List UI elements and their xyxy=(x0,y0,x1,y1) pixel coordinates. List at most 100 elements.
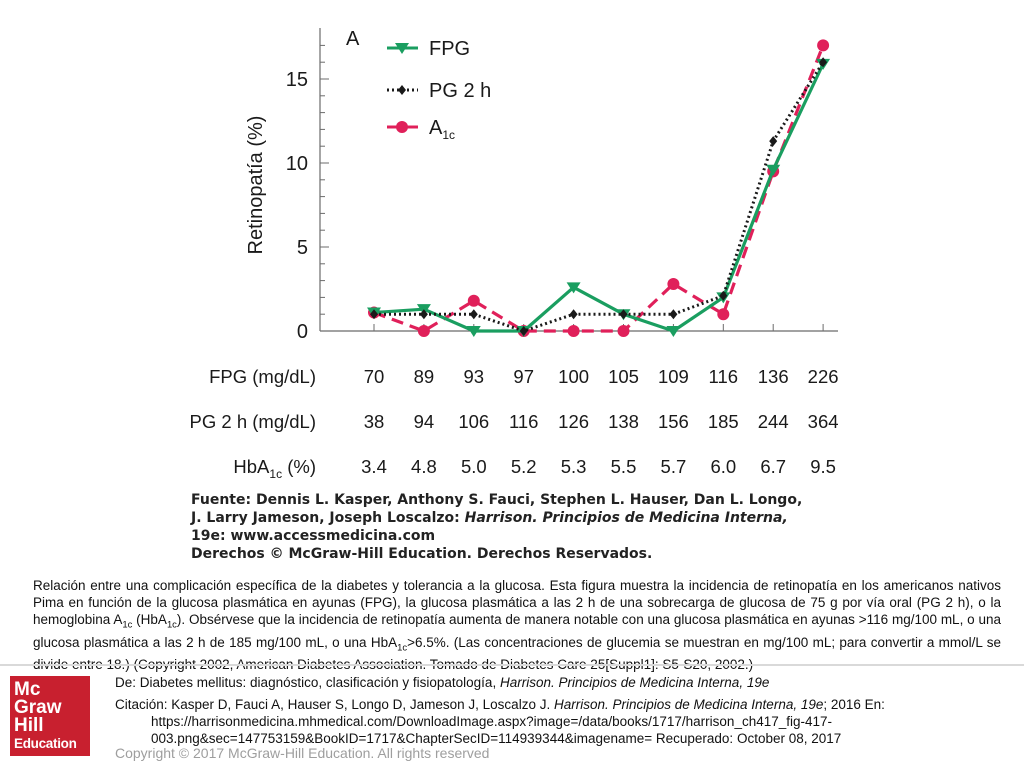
data-point xyxy=(417,325,430,337)
table-row-label: HbA1c (%) xyxy=(233,456,316,481)
y-tick-label: 0 xyxy=(297,321,308,343)
data-point xyxy=(419,309,428,320)
data-point xyxy=(567,325,580,337)
footer-url-2[interactable]: 003.png&sec=147753159&BookID=1717&Chapte… xyxy=(151,731,842,746)
series-line xyxy=(373,63,825,333)
data-point xyxy=(719,290,728,301)
divider xyxy=(0,664,1024,666)
panel-label: A xyxy=(346,28,360,50)
table-cell: 6.7 xyxy=(760,456,786,477)
data-point xyxy=(819,57,828,68)
source-book-title: Harrison. Principios de Medicina Interna… xyxy=(464,510,788,526)
data-point xyxy=(717,308,730,321)
data-point xyxy=(769,136,778,147)
footer-cit-title: Harrison. Principios de Medicina Interna… xyxy=(553,697,824,712)
legend-marker xyxy=(396,121,408,133)
table-cell: 93 xyxy=(464,366,485,387)
logo-line-4: Education xyxy=(14,736,77,751)
table-cell: 5.3 xyxy=(561,456,587,477)
table-cell: 97 xyxy=(513,366,534,387)
table-cell: 9.5 xyxy=(810,456,836,477)
source-line-4: Derechos © McGraw-Hill Education. Derech… xyxy=(191,546,653,562)
chart-axes: 0 5 10 15 Retinopatía (%) A xyxy=(245,28,838,343)
logo-line-3: Hill xyxy=(14,715,44,736)
data-point xyxy=(817,39,830,52)
table-cell: 3.4 xyxy=(361,456,387,477)
copyright-notice: Copyright © 2017 McGraw-Hill Education. … xyxy=(115,745,490,761)
caption-sub-3: 1c xyxy=(397,642,408,654)
table-cell: 5.2 xyxy=(511,456,537,477)
footer-cit-prefix: Citación: Kasper D, Fauci A, Hauser S, L… xyxy=(115,697,547,712)
data-point xyxy=(669,309,678,320)
chart-legend: FPG PG 2 h A1c xyxy=(387,38,491,142)
footer-citation: Citación: Kasper D, Fauci A, Hauser S, L… xyxy=(115,696,995,713)
data-point xyxy=(519,326,528,336)
data-point xyxy=(569,309,578,320)
chart-series xyxy=(367,39,831,337)
chart-data-table: FPG (mg/dL) 70 89 93 97 100 105 109 116 136 226 PG … xyxy=(190,366,839,481)
data-point xyxy=(667,277,680,290)
legend-label-sub: 1c xyxy=(442,128,455,142)
table-row-label: PG 2 h (mg/dL) xyxy=(190,411,316,432)
footer-de-title: Harrison. Principios de Medicina Interna… xyxy=(499,675,770,690)
table-cell: 156 xyxy=(658,411,689,432)
data-point xyxy=(467,294,480,307)
retinopathy-chart: 0 5 10 15 Retinopatía (%) A FPG PG 2 h A1c FPG … xyxy=(190,28,839,481)
data-point xyxy=(466,326,481,337)
series-1 xyxy=(370,57,828,336)
footer-de: De: Diabetes mellitus: diagnóstico, clas… xyxy=(115,674,995,691)
data-point xyxy=(666,326,681,337)
legend-marker xyxy=(395,43,409,54)
caption-sub-1: 1c xyxy=(122,619,133,631)
table-cell: 5.5 xyxy=(611,456,637,477)
y-axis-label: Retinopatía (%) xyxy=(245,116,267,255)
table-row-label-unit: (%) xyxy=(282,456,316,477)
legend-label: FPG xyxy=(429,38,470,60)
table-cell: 100 xyxy=(558,366,589,387)
table-cell: 244 xyxy=(758,411,789,432)
table-cell: 106 xyxy=(458,411,489,432)
y-tick-label: 5 xyxy=(297,237,308,259)
table-cell: 364 xyxy=(808,411,839,432)
table-cell: 5.7 xyxy=(661,456,687,477)
data-point xyxy=(617,325,630,337)
y-tick-label: 15 xyxy=(286,69,308,91)
legend-label: PG 2 h xyxy=(429,80,491,102)
footer-cit-suffix: ; 2016 En: xyxy=(823,697,885,712)
logo-line-1: Mc xyxy=(14,679,41,700)
footer-cit-dot: . xyxy=(546,697,554,712)
table-cell: 136 xyxy=(758,366,789,387)
data-point xyxy=(766,164,781,176)
table-cell: 89 xyxy=(414,366,435,387)
figure-caption: Relación entre una complicación específi… xyxy=(33,577,1001,673)
table-cell: 5.0 xyxy=(461,456,487,477)
caption-part-2: (HbA xyxy=(132,612,167,627)
legend-label: A1c xyxy=(429,117,455,142)
figure-source: Fuente: Dennis L. Kasper, Anthony S. Fau… xyxy=(191,491,831,563)
data-point xyxy=(566,282,581,294)
caption-sub-2: 1c xyxy=(166,619,177,631)
table-cell: 226 xyxy=(808,366,839,387)
logo-line-2: Graw xyxy=(14,697,62,718)
source-authors: J. Larry Jameson, Joseph Loscalzo: xyxy=(191,510,465,526)
table-row-label: FPG (mg/dL) xyxy=(209,366,316,387)
table-cell: 138 xyxy=(608,411,639,432)
data-point xyxy=(469,309,478,320)
mcgraw-hill-logo: Mc Graw Hill Education xyxy=(10,676,90,756)
data-point xyxy=(619,309,628,320)
legend-marker xyxy=(398,85,406,95)
footer-url-1[interactable]: https://harrisonmedicina.mhmedical.com/D… xyxy=(151,714,833,729)
series-line xyxy=(374,61,825,333)
series-line xyxy=(373,44,825,333)
table-cell: 70 xyxy=(364,366,385,387)
y-tick-label: 10 xyxy=(286,153,308,175)
table-cell: 38 xyxy=(364,411,385,432)
table-cell: 6.0 xyxy=(710,456,736,477)
citation-footer: De: Diabetes mellitus: diagnóstico, clas… xyxy=(115,674,995,747)
table-row-label-sub: 1c xyxy=(269,467,282,481)
footer-de-prefix: De: Diabetes mellitus: diagnóstico, clas… xyxy=(115,675,500,690)
caption-part-3: ). Obsérvese que la incidencia de retino… xyxy=(33,612,1001,650)
table-cell: 116 xyxy=(509,411,539,432)
table-cell: 94 xyxy=(414,411,435,432)
table-cell: 185 xyxy=(708,411,739,432)
